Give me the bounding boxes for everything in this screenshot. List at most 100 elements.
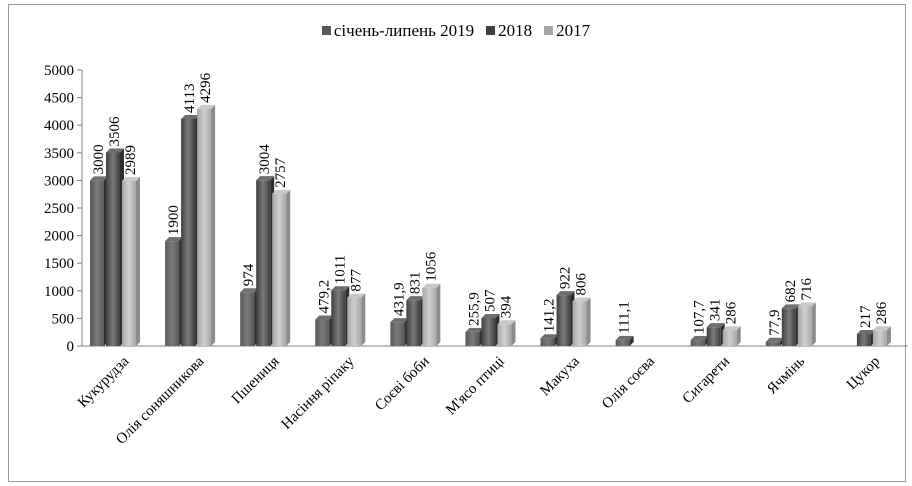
- bar: [556, 295, 571, 346]
- bar-side: [211, 104, 216, 346]
- data-label: 111,1: [617, 301, 633, 334]
- legend-label: 2017: [556, 20, 591, 40]
- data-label: 877: [348, 269, 364, 292]
- x-tick-label: Насіння ріпаку: [278, 353, 358, 433]
- bar: [572, 301, 587, 346]
- bar-top: [197, 104, 216, 109]
- x-tick-label: Цукор: [844, 354, 883, 393]
- bar: [615, 339, 630, 346]
- bar-top: [347, 293, 366, 298]
- y-tick-label: 1500: [44, 256, 74, 272]
- bar-top: [572, 297, 591, 302]
- bar: [331, 290, 346, 346]
- data-label: 4296: [198, 72, 214, 103]
- bar: [781, 308, 796, 346]
- bar-top: [106, 148, 124, 153]
- bar-top: [556, 291, 575, 296]
- data-label: 341: [708, 299, 724, 322]
- data-label: 141,2: [542, 298, 558, 332]
- bar-top: [856, 330, 875, 335]
- bar: [256, 180, 271, 346]
- x-tick-label: Сигарети: [680, 354, 733, 407]
- data-label: 217: [858, 305, 874, 328]
- bar-top: [497, 320, 516, 325]
- bar: [540, 338, 555, 346]
- bar-top: [706, 323, 725, 328]
- bar-side: [586, 297, 591, 346]
- data-label: 3000: [91, 144, 107, 174]
- data-label: 107,7: [692, 300, 708, 334]
- chart-legend: січень-липень 2019 2018 2017: [0, 20, 912, 41]
- bar-top: [481, 314, 500, 319]
- legend-swatch: [544, 26, 554, 35]
- bar-side: [136, 177, 140, 346]
- bar-top: [781, 304, 800, 309]
- bar-top: [122, 177, 140, 182]
- data-label: 286: [874, 301, 890, 324]
- y-tick-label: 4500: [44, 91, 74, 107]
- data-label: 286: [724, 301, 740, 324]
- bar: [481, 318, 496, 346]
- y-tick-label: 0: [67, 339, 75, 355]
- data-label: 716: [799, 277, 815, 300]
- bar-top: [165, 237, 184, 242]
- bar-side: [736, 326, 741, 346]
- data-label: 682: [783, 280, 799, 303]
- bar: [856, 334, 871, 346]
- x-tick-label: Кукурудза: [75, 353, 133, 411]
- data-label: 479,2: [316, 280, 332, 314]
- bar-top: [465, 327, 484, 332]
- y-tick-label: 2000: [44, 229, 74, 245]
- bar-top: [615, 335, 634, 340]
- bar-top: [540, 334, 559, 339]
- x-tick-label: М'ясо птиці: [443, 354, 508, 419]
- data-label: 922: [558, 267, 574, 290]
- bar: [90, 180, 104, 346]
- bar-top: [272, 189, 291, 194]
- bar: [165, 241, 180, 346]
- bar-side: [886, 326, 891, 346]
- data-label: 1011: [332, 255, 348, 284]
- bar: [315, 319, 330, 346]
- y-tick-label: 5000: [44, 63, 74, 79]
- chart-frame: [8, 4, 906, 482]
- bar: [872, 330, 887, 346]
- bar-top: [331, 286, 350, 291]
- data-label: 77,9: [767, 309, 783, 335]
- bar: [765, 341, 780, 346]
- x-tick-label: Пшениця: [229, 353, 283, 407]
- legend-item: січень-липень 2019: [321, 21, 474, 41]
- data-label: 974: [241, 263, 257, 286]
- legend-label: 2018: [498, 20, 533, 40]
- bar: [706, 327, 721, 346]
- bar-top: [406, 296, 425, 301]
- data-label: 3506: [107, 116, 123, 147]
- bar: [122, 181, 136, 346]
- x-tick-label: Олія соєва: [599, 353, 658, 412]
- data-label: 806: [574, 273, 590, 296]
- bar: [272, 193, 287, 346]
- bar-side: [361, 293, 366, 346]
- y-tick-label: 3000: [44, 173, 74, 189]
- bar-side: [286, 189, 291, 346]
- bar: [390, 322, 405, 346]
- y-tick-label: 1000: [44, 284, 74, 300]
- bar: [240, 292, 255, 346]
- legend-item: 2018: [486, 21, 532, 41]
- y-tick-label: 500: [52, 311, 75, 327]
- legend-swatch: [321, 26, 331, 35]
- data-label: 394: [498, 295, 514, 318]
- bar-side: [511, 320, 516, 346]
- bar-top: [422, 283, 441, 288]
- bar: [797, 306, 812, 346]
- bar-top: [90, 176, 108, 181]
- bar: [181, 118, 196, 346]
- bar-side: [811, 302, 816, 346]
- bar-top: [315, 315, 334, 320]
- y-tick-label: 2500: [44, 201, 74, 217]
- bar-top: [765, 337, 784, 342]
- bar-top: [797, 302, 816, 307]
- legend-swatch: [486, 26, 496, 35]
- data-label: 831: [407, 272, 423, 295]
